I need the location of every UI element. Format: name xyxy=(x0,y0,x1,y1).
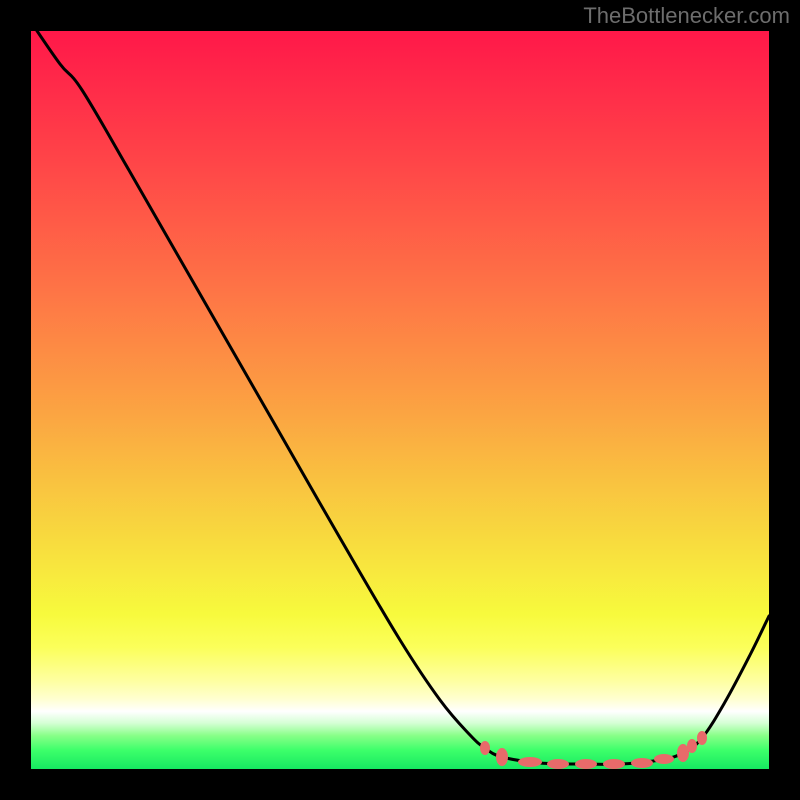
plot-area xyxy=(31,31,769,769)
curve-marker xyxy=(687,739,697,753)
curve-marker xyxy=(547,759,569,769)
curve-marker xyxy=(496,748,508,766)
curve-marker xyxy=(697,731,707,745)
chart-container: TheBottlenecker.com xyxy=(0,0,800,800)
curve-marker xyxy=(575,759,597,769)
curve-marker xyxy=(654,754,674,764)
curve-marker xyxy=(603,759,625,769)
curve-marker xyxy=(518,757,542,767)
curve-marker xyxy=(480,741,490,755)
watermark-text: TheBottlenecker.com xyxy=(583,3,790,29)
chart-svg xyxy=(0,0,800,800)
curve-marker xyxy=(631,758,653,768)
